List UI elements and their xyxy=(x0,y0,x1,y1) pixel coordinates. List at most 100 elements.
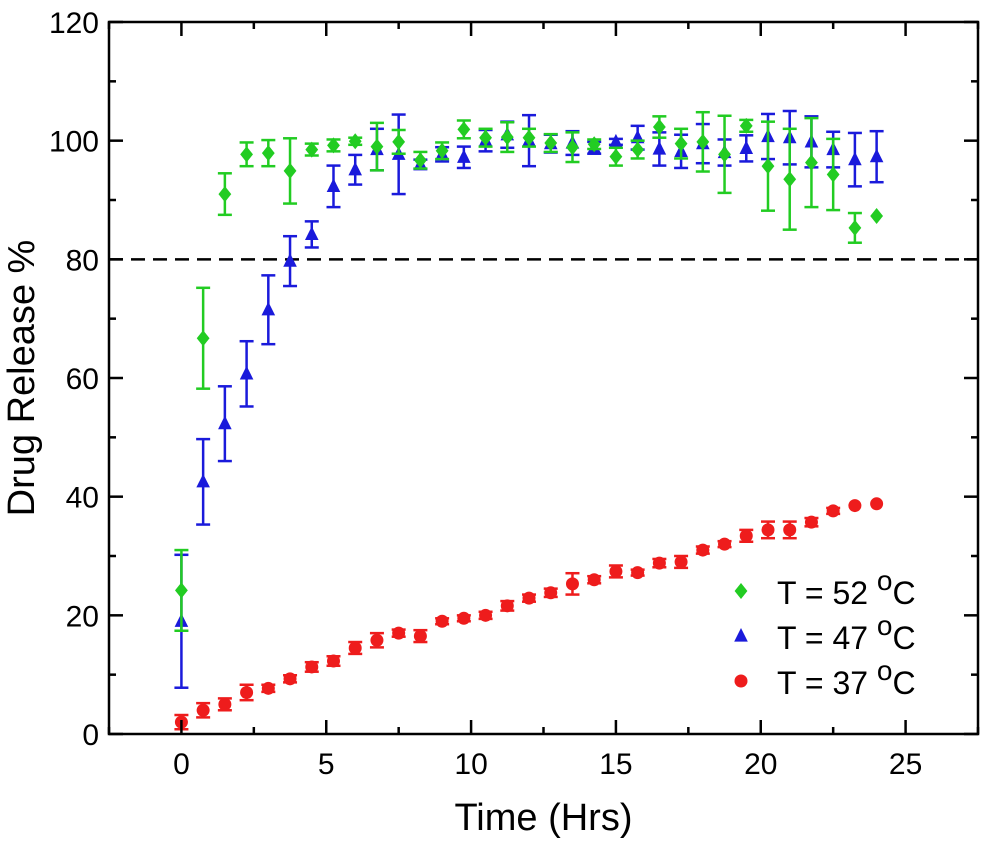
data-point xyxy=(848,219,862,236)
data-point xyxy=(718,146,731,163)
data-point xyxy=(218,697,232,711)
y-tick-label: 60 xyxy=(66,363,99,396)
data-point xyxy=(609,564,623,578)
y-tick-label: 40 xyxy=(66,482,99,515)
legend-label-52C: T = 52 oC xyxy=(777,565,916,611)
data-point xyxy=(413,152,427,169)
y-tick-label: 0 xyxy=(82,719,99,752)
data-point xyxy=(696,133,710,150)
data-point xyxy=(804,515,818,529)
data-point xyxy=(718,537,732,551)
x-tick-label: 25 xyxy=(889,748,922,781)
y-axis-label: Drug Release % xyxy=(1,240,43,517)
data-point xyxy=(305,660,319,674)
series-52C xyxy=(174,110,884,633)
data-point xyxy=(652,556,666,570)
data-point xyxy=(479,608,493,622)
data-point xyxy=(304,226,319,241)
data-point xyxy=(370,138,384,155)
plot-area xyxy=(109,109,978,731)
legend: T = 52 oCT = 47 oCT = 37 oC xyxy=(734,565,916,701)
data-point xyxy=(522,591,536,605)
data-point xyxy=(761,523,775,537)
data-point xyxy=(196,473,210,488)
data-point xyxy=(218,415,232,430)
data-point xyxy=(587,573,601,587)
data-point xyxy=(609,133,623,148)
data-point xyxy=(848,499,862,513)
data-point xyxy=(848,151,862,166)
data-point xyxy=(370,633,384,647)
data-point xyxy=(457,121,471,138)
data-point xyxy=(348,161,363,176)
data-point xyxy=(544,135,558,152)
x-tick-label: 15 xyxy=(599,748,632,781)
data-point xyxy=(869,148,884,163)
data-point xyxy=(566,139,579,156)
data-point xyxy=(283,253,297,267)
data-point xyxy=(261,145,275,162)
data-point xyxy=(652,119,666,136)
y-tick-label: 100 xyxy=(49,126,99,159)
data-point xyxy=(565,577,579,591)
legend-marker-47C xyxy=(734,628,748,642)
data-point xyxy=(826,166,840,183)
data-point xyxy=(283,162,297,179)
data-point xyxy=(239,365,254,380)
data-point xyxy=(631,566,645,580)
y-tick-label: 80 xyxy=(66,244,99,277)
series-37C xyxy=(174,497,884,731)
data-point xyxy=(305,141,319,158)
data-point xyxy=(870,497,884,511)
data-point xyxy=(739,529,753,543)
data-point xyxy=(870,208,884,225)
x-tick-label: 0 xyxy=(173,748,190,781)
data-point xyxy=(544,586,558,600)
data-point xyxy=(783,171,797,188)
data-point xyxy=(175,582,188,599)
data-point xyxy=(413,629,427,643)
data-point xyxy=(326,178,341,192)
data-point xyxy=(587,136,601,153)
x-axis-label: Time (Hrs) xyxy=(455,797,633,839)
data-point xyxy=(500,599,514,613)
data-point xyxy=(348,133,362,150)
data-point xyxy=(435,614,449,628)
data-point xyxy=(327,137,340,154)
x-tick-label: 5 xyxy=(318,748,335,781)
data-point xyxy=(826,504,840,518)
data-point xyxy=(500,129,514,146)
data-point xyxy=(392,133,406,150)
data-point xyxy=(609,148,623,165)
data-point xyxy=(240,146,253,163)
data-point xyxy=(283,672,297,686)
data-point xyxy=(783,523,797,537)
y-tick-label: 20 xyxy=(66,600,99,633)
data-point xyxy=(348,641,362,655)
x-tick-label: 10 xyxy=(454,748,487,781)
data-point xyxy=(652,140,667,155)
data-point xyxy=(739,117,753,134)
data-point xyxy=(457,149,471,163)
data-point xyxy=(739,140,754,154)
data-point xyxy=(196,703,210,717)
y-tick-label: 120 xyxy=(49,7,99,40)
data-point xyxy=(435,142,449,159)
legend-marker-37C xyxy=(734,674,748,688)
legend-marker-52C xyxy=(734,583,748,599)
data-point xyxy=(196,330,210,347)
x-tick-label: 20 xyxy=(744,748,777,781)
data-point xyxy=(761,158,775,175)
data-point xyxy=(261,301,276,316)
legend-label-37C: T = 37 oC xyxy=(777,655,916,701)
data-point xyxy=(240,685,254,699)
data-point xyxy=(696,543,710,557)
data-point xyxy=(261,681,275,695)
data-point xyxy=(674,135,688,152)
data-point xyxy=(522,129,536,146)
data-point xyxy=(457,611,471,625)
data-point xyxy=(479,129,492,146)
data-point xyxy=(326,654,340,668)
data-point xyxy=(392,626,406,640)
